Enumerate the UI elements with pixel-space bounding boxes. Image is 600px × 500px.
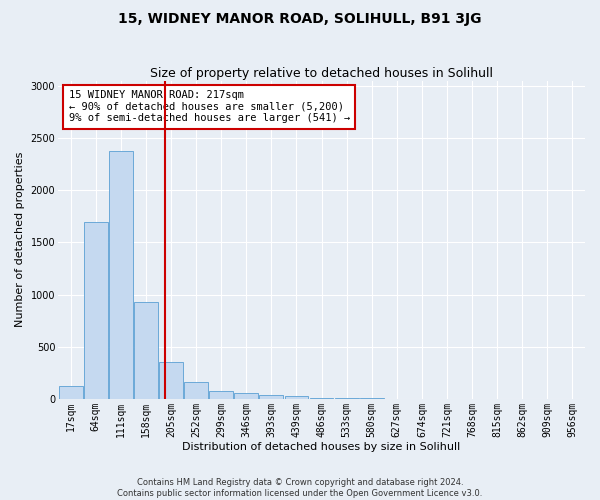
- Bar: [159, 362, 183, 399]
- Text: Contains HM Land Registry data © Crown copyright and database right 2024.
Contai: Contains HM Land Registry data © Crown c…: [118, 478, 482, 498]
- Bar: [134, 302, 158, 399]
- Text: 15, WIDNEY MANOR ROAD, SOLIHULL, B91 3JG: 15, WIDNEY MANOR ROAD, SOLIHULL, B91 3JG: [118, 12, 482, 26]
- Bar: [310, 398, 334, 399]
- Bar: [284, 396, 308, 399]
- Bar: [59, 386, 83, 399]
- Bar: [109, 150, 133, 399]
- Bar: [259, 396, 283, 399]
- X-axis label: Distribution of detached houses by size in Solihull: Distribution of detached houses by size …: [182, 442, 461, 452]
- Bar: [184, 382, 208, 399]
- Bar: [235, 393, 258, 399]
- Bar: [360, 398, 383, 399]
- Bar: [335, 398, 359, 399]
- Bar: [84, 222, 107, 399]
- Y-axis label: Number of detached properties: Number of detached properties: [15, 152, 25, 328]
- Bar: [209, 390, 233, 399]
- Title: Size of property relative to detached houses in Solihull: Size of property relative to detached ho…: [150, 66, 493, 80]
- Text: 15 WIDNEY MANOR ROAD: 217sqm
← 90% of detached houses are smaller (5,200)
9% of : 15 WIDNEY MANOR ROAD: 217sqm ← 90% of de…: [68, 90, 350, 124]
